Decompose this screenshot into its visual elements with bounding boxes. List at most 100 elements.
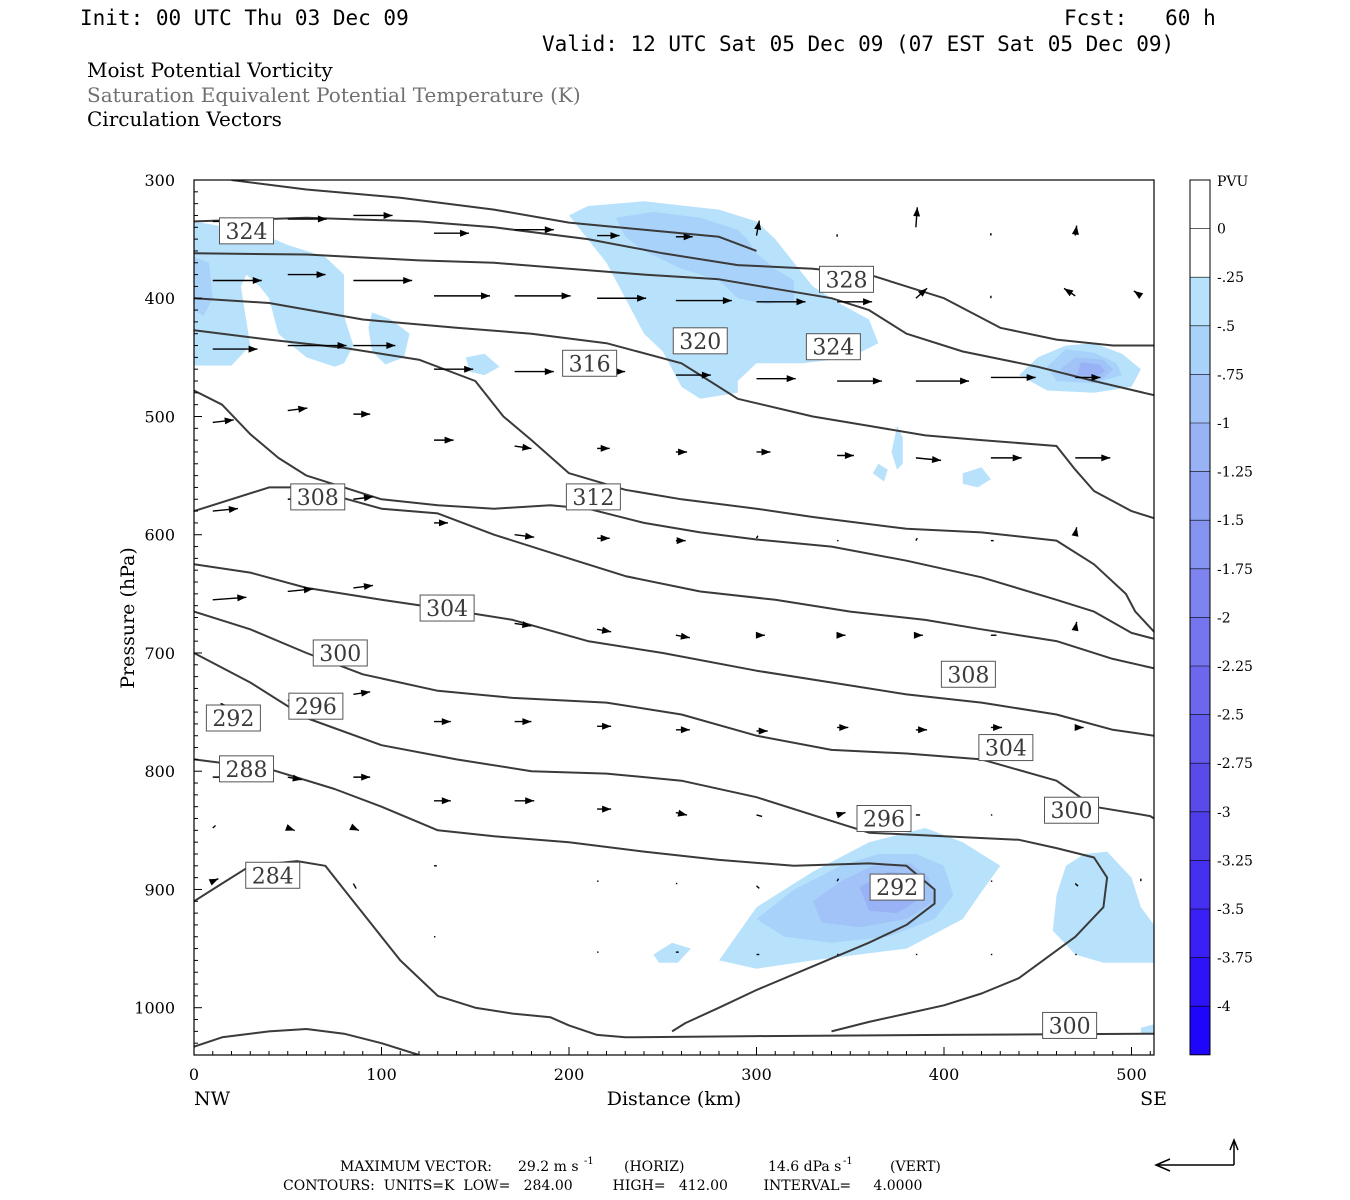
- contour-line-328: [194, 216, 1154, 347]
- contour-label-box: [219, 755, 274, 783]
- circulation-vector-54: [597, 534, 610, 542]
- circulation-vector-60: [1071, 527, 1079, 537]
- circulation-vector-97: [212, 824, 217, 829]
- colorbar-label: -1.75: [1217, 562, 1253, 578]
- contour-label-16: 292: [869, 873, 925, 901]
- circulation-vector-80: [756, 727, 768, 735]
- axes: 0 100 200 300 400 500 300 400 500 600 700 800 900 100…: [134, 171, 1151, 1084]
- circulation-vector-23: [1063, 287, 1076, 297]
- contour-label-box: [562, 349, 618, 377]
- contour-label-3: 324: [805, 333, 861, 361]
- contour-label-text: 308: [947, 663, 989, 688]
- contour-label-2: 320: [672, 327, 728, 355]
- pv-region-2: [465, 353, 500, 376]
- colorbar-swatch-8: [1190, 568, 1210, 618]
- circulation-vector-48: [1075, 454, 1111, 462]
- circulation-vector-91: [675, 809, 688, 817]
- y-axis-label: Pressure (hPa): [117, 547, 139, 689]
- circulation-vector-61: [212, 594, 247, 602]
- reference-vector-vert-head: [1229, 1137, 1239, 1151]
- circulation-vector-65: [514, 621, 532, 628]
- circulation-vector-66: [597, 626, 612, 634]
- reference-vector: [1154, 1137, 1239, 1172]
- circulation-vector-31: [675, 371, 711, 379]
- circulation-vector-13: [287, 271, 326, 279]
- contour-label-text: 328: [826, 268, 868, 293]
- circulation-vector-77: [514, 718, 532, 726]
- contour-label-text: 296: [863, 808, 905, 833]
- contour-label-text: 300: [1051, 799, 1093, 824]
- pv-region-13: [194, 256, 213, 316]
- colorbar-label: -3.25: [1217, 853, 1253, 869]
- contour-label-box: [312, 639, 368, 667]
- circulation-vector-6: [675, 233, 693, 241]
- contour-label-14: 300: [1044, 796, 1099, 824]
- colorbar-label: -3.75: [1217, 951, 1253, 967]
- init-time: Init: 00 UTC Thu 03 Dec 09: [80, 6, 409, 30]
- circulation-vector-37: [212, 417, 234, 425]
- colorbar-swatch-1: [1190, 228, 1210, 278]
- contour-label-box: [290, 483, 346, 511]
- pv-region-11: [1140, 1024, 1154, 1034]
- circulation-vector-58: [915, 537, 918, 541]
- contour-label-text: 292: [212, 707, 254, 732]
- contour-label-box: [978, 734, 1034, 762]
- circulation-vector-24: [1133, 290, 1144, 299]
- circulation-vector-2: [353, 212, 393, 219]
- contour-label-text: 300: [319, 642, 361, 667]
- circulation-vector-82: [915, 726, 928, 734]
- circulation-vector-108: [1074, 883, 1079, 887]
- contour-label-box: [419, 594, 475, 622]
- circulation-vector-33: [837, 377, 882, 385]
- forecast-hour: Fcst: 60 h: [1064, 6, 1216, 30]
- colorbar-swatch-13: [1190, 811, 1210, 861]
- circulation-vector-17: [597, 294, 647, 302]
- contour-label-text: 324: [226, 220, 268, 245]
- contour-label-13: 288: [219, 755, 274, 783]
- pv-region-10: [653, 942, 691, 963]
- circulation-vector-25: [212, 345, 258, 353]
- colorbar-swatch-2: [1190, 277, 1210, 326]
- colorbar-swatch-14: [1190, 860, 1210, 909]
- x-right-end-label: SE: [1140, 1088, 1167, 1110]
- colorbar-label: -2.25: [1217, 659, 1253, 675]
- colorbar-label: -.5: [1217, 319, 1235, 335]
- contour-label-box: [288, 692, 344, 720]
- circulation-vector-111: [352, 883, 357, 889]
- circulation-vector-76: [434, 718, 451, 726]
- colorbar-label: -1: [1217, 416, 1231, 432]
- pv-region-1: [368, 312, 410, 365]
- circulation-vector-4: [514, 226, 554, 234]
- circulation-vector-55: [675, 537, 686, 545]
- circulation-vector-40: [434, 436, 454, 444]
- y-tick-label: 800: [144, 762, 175, 781]
- vert-tag: (VERT): [890, 1159, 941, 1175]
- contour-label-5: 308: [290, 483, 346, 511]
- circulation-vector-43: [675, 448, 688, 456]
- horiz-tag: (HORIZ): [624, 1159, 684, 1175]
- field-titles: Moist Potential Vorticity Saturation Equ…: [87, 58, 581, 131]
- circulation-vector-83: [990, 724, 1003, 731]
- contour-line-320: [194, 297, 1154, 520]
- contour-label-7: 304: [419, 594, 475, 622]
- circulation-vector-21: [915, 287, 928, 299]
- circulation-vector-19: [756, 298, 806, 306]
- circulation-vector-84: [1074, 724, 1084, 731]
- y-tick-label: 300: [144, 171, 175, 190]
- circulation-vector-14: [353, 277, 413, 284]
- contour-label-text: 320: [679, 330, 721, 355]
- contour-label-text: 316: [569, 352, 611, 377]
- circulation-vector-26: [287, 342, 347, 349]
- x-tick-label: 300: [741, 1065, 772, 1084]
- contour-label-box: [940, 660, 996, 688]
- contour-line-316: [194, 329, 1154, 633]
- colorbar-swatch-6: [1190, 471, 1210, 521]
- circulation-vector-110: [208, 878, 219, 886]
- max-vector-vert: 14.6 dPa s: [768, 1159, 841, 1175]
- contour-label-0: 324: [219, 217, 274, 245]
- circulation-vector-34: [915, 377, 970, 385]
- valid-time: Valid: 12 UTC Sat 05 Dec 09 (07 EST Sat …: [542, 32, 1174, 56]
- colorbar-swatch-9: [1190, 617, 1210, 666]
- circulation-vector-12: [212, 277, 262, 284]
- contour-label-text: 292: [876, 876, 918, 901]
